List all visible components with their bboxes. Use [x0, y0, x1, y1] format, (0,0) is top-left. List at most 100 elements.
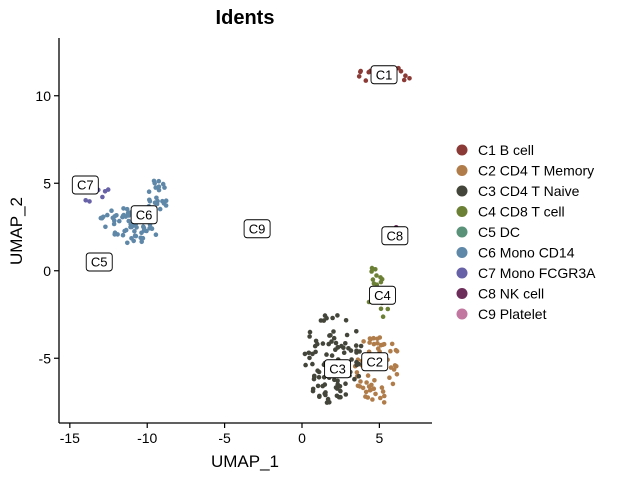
point-c6 [134, 225, 139, 230]
point-c2 [364, 380, 369, 385]
point-c2 [371, 341, 377, 347]
point-c6 [160, 198, 165, 204]
point-c3 [329, 353, 335, 358]
point-c6 [123, 227, 129, 233]
point-c6 [131, 238, 136, 244]
point-c6 [139, 239, 144, 245]
point-c6 [126, 218, 131, 224]
svg-text:C4: C4 [374, 288, 391, 303]
point-c3 [358, 343, 364, 349]
point-c2 [370, 397, 375, 402]
point-c3 [343, 381, 348, 387]
point-c3 [316, 369, 322, 375]
point-c3 [343, 392, 349, 397]
point-c3 [324, 352, 329, 357]
point-c3 [332, 377, 337, 383]
y-tick-label: 0 [43, 263, 51, 279]
point-c3 [331, 335, 337, 341]
point-c6 [153, 232, 159, 237]
point-c4 [369, 269, 374, 274]
x-tick-label: -10 [137, 430, 157, 446]
point-c7 [83, 198, 88, 203]
legend-label: C9 Platelet [478, 306, 547, 322]
point-c6 [146, 189, 152, 194]
points-layer [83, 65, 412, 405]
cluster-label-c8: C8 [381, 226, 409, 246]
point-c3 [343, 318, 349, 323]
point-c2 [394, 364, 399, 369]
point-c3 [316, 375, 322, 380]
point-c6 [132, 229, 137, 234]
point-c1 [356, 74, 362, 79]
point-c2 [378, 395, 383, 401]
point-c3 [331, 329, 336, 334]
legend-key [456, 226, 468, 238]
chart-title: Idents [216, 7, 275, 29]
point-c4 [378, 275, 383, 280]
point-c3 [336, 394, 342, 400]
point-c2 [378, 342, 384, 348]
legend-item-c3: C3 CD4 T Naive [456, 183, 580, 199]
point-c6 [103, 224, 108, 230]
point-c6 [121, 206, 126, 211]
point-c3 [318, 318, 324, 323]
point-c6 [109, 208, 114, 213]
point-c3 [302, 351, 308, 357]
legend-item-c8: C8 NK cell [456, 286, 544, 302]
point-c3 [317, 394, 322, 400]
point-c6 [163, 198, 169, 203]
point-c2 [390, 381, 396, 387]
point-c6 [110, 215, 116, 221]
point-c3 [335, 345, 341, 350]
legend-item-c4: C4 CD8 T cell [456, 204, 565, 220]
point-c2 [368, 336, 374, 342]
point-c1 [363, 78, 369, 83]
point-c4 [373, 267, 378, 272]
point-c3 [353, 343, 359, 348]
point-c7 [100, 194, 105, 200]
legend-key [456, 165, 468, 176]
legend-label: C3 CD4 T Naive [478, 183, 580, 199]
point-c4 [380, 314, 386, 320]
point-c6 [139, 230, 144, 236]
point-c3 [307, 329, 313, 335]
legend-key [456, 206, 468, 217]
legend: C1 B cell C2 CD4 T Memory C3 CD4 T Naive C4… [456, 142, 596, 322]
point-c6 [152, 200, 158, 205]
point-c6 [111, 221, 117, 227]
point-c2 [394, 372, 400, 377]
svg-text:C1: C1 [376, 67, 393, 82]
legend-label: C2 CD4 T Memory [478, 163, 594, 179]
point-c3 [341, 350, 347, 356]
point-c6 [101, 214, 106, 220]
point-c3 [310, 388, 316, 394]
legend-label: C4 CD8 T cell [478, 204, 565, 220]
point-c3 [312, 374, 317, 380]
point-c3 [303, 362, 308, 368]
svg-text:C7: C7 [77, 178, 94, 193]
point-c3 [310, 351, 315, 357]
point-c6 [153, 185, 158, 190]
point-c4 [378, 306, 384, 312]
point-c2 [375, 336, 380, 342]
svg-text:C9: C9 [249, 221, 266, 236]
point-c3 [343, 341, 348, 346]
point-c2 [381, 400, 387, 405]
point-c6 [126, 213, 132, 218]
point-c3 [310, 361, 315, 367]
point-c3 [307, 355, 312, 361]
legend-item-c5: C5 DC [456, 224, 520, 240]
cluster-labels-layer: C1 C2 C3 C4 C5 C6 C7 C8 C9 [71, 65, 409, 379]
point-c3 [328, 333, 333, 338]
svg-text:C3: C3 [329, 361, 346, 376]
point-c4 [371, 281, 377, 286]
point-c2 [355, 383, 361, 389]
point-c3 [313, 338, 319, 344]
point-c3 [330, 315, 335, 321]
point-c2 [388, 365, 394, 370]
point-c2 [371, 386, 377, 392]
legend-label: C1 B cell [478, 142, 534, 158]
point-c1 [403, 73, 408, 78]
legend-key [456, 288, 468, 299]
point-c3 [320, 341, 326, 346]
